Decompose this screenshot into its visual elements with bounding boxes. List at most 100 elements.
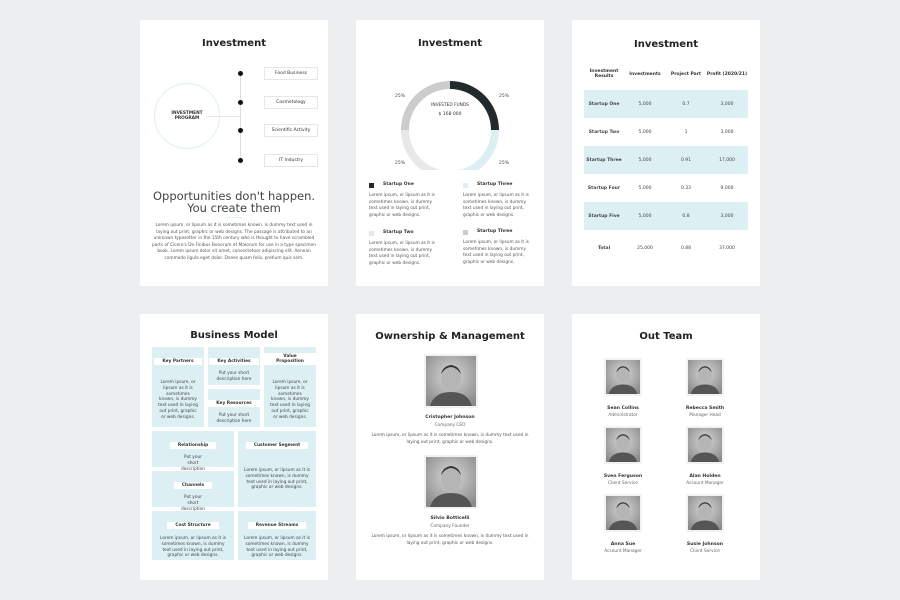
page-title: Business Model [190, 330, 278, 341]
person-role: Company Founder [430, 524, 470, 529]
table-cell: Startup Three [586, 157, 622, 163]
table-cell: 0.91 [680, 157, 692, 163]
person-name: Anna Sue [610, 542, 636, 547]
block-text: Lorem ipsum, or lipsum as it is sometime… [270, 380, 310, 420]
table-cell: 0.7 [682, 101, 690, 107]
person-role: Administrator [608, 413, 638, 418]
timeline-dot [238, 71, 243, 76]
table-row: Startup Five 5,000 0.8 3,000 [584, 202, 748, 230]
table-cell: 5,000 [638, 157, 652, 163]
legend-name: Startup One [383, 182, 414, 187]
person-role: Manager Head [689, 413, 721, 418]
block-label: Key Partners [154, 358, 202, 365]
segment-label: 25% [499, 93, 510, 99]
table-cell: 17,000 [719, 157, 735, 163]
person-name: Rebecca Smith [685, 406, 725, 411]
column-header: Profit (2020/21) [706, 71, 748, 77]
table-cell: 3,000 [720, 129, 734, 135]
block-key-resources: Key Resources Put your short description … [208, 389, 260, 427]
portrait-photo [686, 426, 724, 464]
table-cell: Total [597, 245, 611, 251]
program-item: Food Business [264, 67, 318, 80]
portrait-photo [604, 426, 642, 464]
donut-chart: 25% 25% 25% 25% [395, 81, 510, 170]
block-label: Key Activities [209, 358, 259, 365]
table-cell: 0.8 [682, 213, 690, 219]
table-header: Investment Results Investments Project P… [584, 60, 748, 88]
block-text: Put your short description here [216, 371, 252, 382]
segment-label: 25% [395, 160, 406, 166]
block-key-partners: Key Partners Lorem ipsum, or lipsum as it… [152, 347, 204, 427]
legend-name: Startup Two [383, 230, 414, 235]
legend-name: Startup Three [477, 182, 513, 187]
person-bio: Lorem ipsum, or lipsum as it is sometime… [371, 433, 529, 445]
person-name: Alan Holden [689, 474, 721, 479]
segment-label: 25% [499, 160, 510, 166]
timeline-dot [238, 128, 243, 133]
headline-line: You create them [187, 201, 281, 215]
legend-text: Lorem ipsum, or lipsum as it is sometime… [369, 193, 435, 218]
page-investment-program: Investment INVESTMENT PROGRAM Food Busin… [140, 20, 328, 286]
block-revenue-streams: Revenue Streams Lorem ipsum, or lipsum as… [238, 511, 316, 560]
page-title: Ownership & Management [375, 331, 525, 342]
person-name: Cristopher Johnson [425, 415, 475, 420]
block-label: Key Resources [208, 400, 260, 407]
center-label: INVESTED FUNDS [431, 103, 469, 108]
table-row: Startup Three 5,000 0.91 17,000 [584, 146, 748, 174]
block-label: Customer Segment [245, 442, 309, 449]
table-cell: 0.33 [680, 185, 692, 191]
table-cell: 5,000 [638, 129, 652, 135]
table-cell: 3,000 [720, 101, 734, 107]
block-label: Channels [173, 482, 213, 489]
column-header: Investment Results [589, 69, 619, 79]
column-header: Investments [629, 71, 661, 77]
legend-text: Lorem ipsum, or lipsum as it is sometime… [463, 240, 529, 265]
portrait-photo [686, 358, 724, 396]
person-role: Client Service [690, 549, 720, 554]
table-row: Startup One 5,000 0.7 3,000 [584, 90, 748, 118]
portrait-photo [424, 455, 478, 509]
table-cell: 5,000 [638, 101, 652, 107]
table-cell: 9,000 [720, 185, 734, 191]
program-item: IT Industry [264, 154, 318, 167]
donut-segment [458, 129, 499, 170]
legend-swatch [369, 231, 374, 236]
page-team: Out Team Sean Collins Administrator Rebecc… [572, 314, 760, 580]
timeline-dot [238, 100, 243, 105]
block-text: Lorem ipsum, or lipsum as it is sometime… [244, 468, 310, 491]
person-name: Sven Ferguson [603, 474, 643, 479]
center-value: $ 168 000 [438, 112, 462, 117]
person-role: Account Manager [686, 481, 724, 486]
donut-segment [449, 81, 499, 131]
page-title: Investment [418, 38, 482, 49]
legend-swatch [463, 230, 468, 235]
person-role: Account Manager [604, 549, 642, 554]
portrait-photo [604, 494, 642, 532]
block-label: Relationship [169, 442, 217, 449]
page-investment-table: Investment Investment Results Investment… [572, 20, 760, 286]
timeline-dot [238, 158, 243, 163]
legend-swatch [463, 183, 468, 188]
table-cell: Startup Five [588, 213, 620, 219]
table-cell: 5,000 [638, 185, 652, 191]
headline-underline [226, 217, 242, 218]
portrait-photo [424, 354, 478, 408]
table-row: Startup Four 5,000 0.33 9,000 [584, 174, 748, 202]
block-text: Lorem ipsum, or lipsum as it is sometime… [244, 536, 310, 559]
segment-label: 25% [395, 93, 406, 99]
program-item: Cosmetology [264, 96, 318, 109]
headline: Opportunities don't happen. You create t… [140, 190, 328, 214]
page-title: Investment [634, 39, 698, 50]
connector-line [206, 116, 240, 117]
page-ownership: Ownership & Management Cristopher Johnso… [356, 314, 544, 580]
table-cell: 0.88 [680, 245, 692, 251]
donut-segment [401, 81, 451, 131]
block-text: Lorem ipsum, or lipsum as it is sometime… [160, 536, 226, 559]
portrait-photo [686, 494, 724, 532]
page-title: Investment [202, 38, 266, 49]
headline-line: Opportunities don't happen. [152, 189, 316, 203]
block-key-activities: Key Activities Put your short description… [208, 347, 260, 385]
portrait-photo [604, 358, 642, 396]
body-text: Lorem ipsum, or lipsum as it is sometime… [152, 223, 316, 261]
